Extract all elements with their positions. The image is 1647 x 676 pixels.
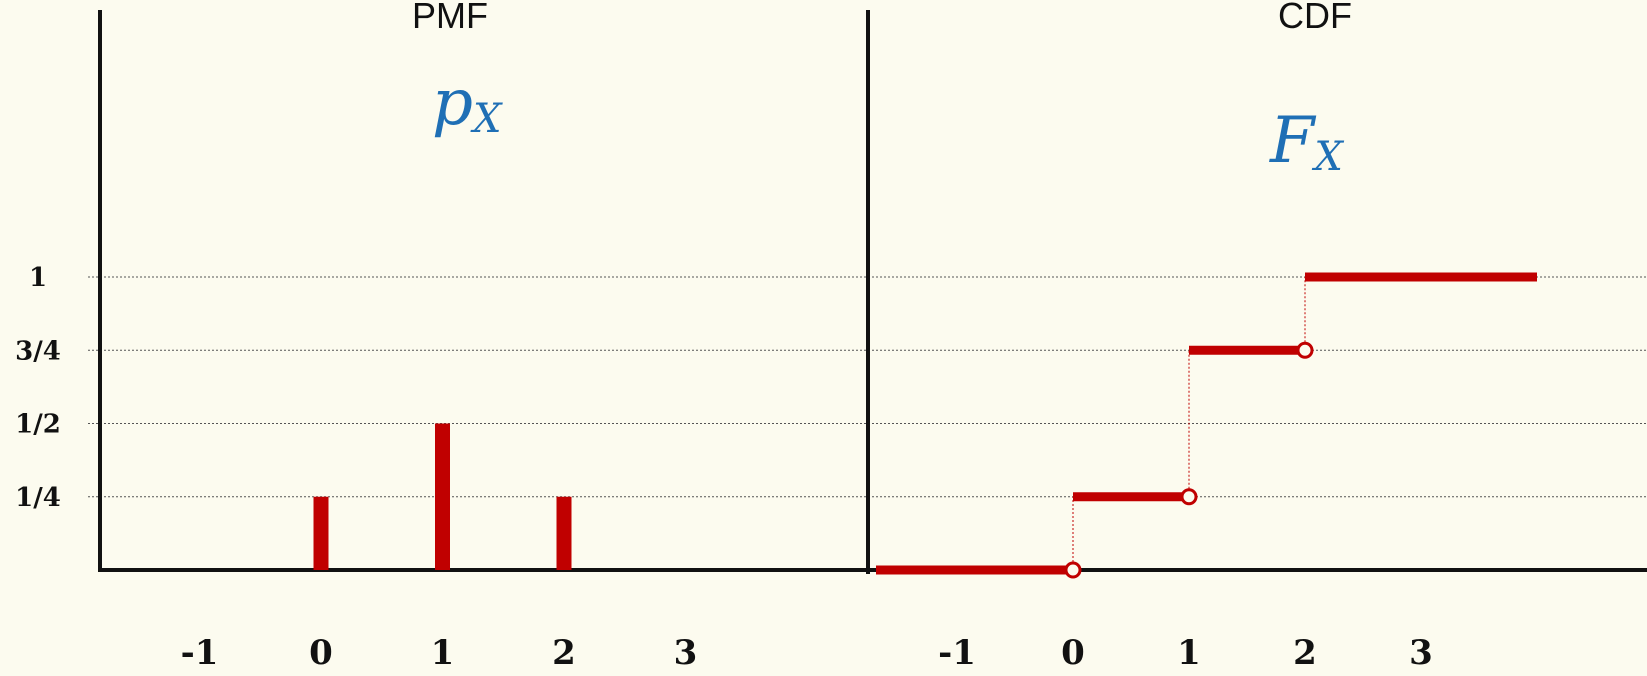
cdf-symbol: FX [1269,104,1344,180]
y-tick-label: 1/2 [15,410,61,440]
x-tick-labels: -1 0 1 2 3 -1 0 1 2 3 [181,633,1433,673]
y-tick-label: 3/4 [15,336,61,366]
pmf-x-tick-label: 0 [309,633,333,673]
y-tick-labels: 1/4 1/2 3/4 1 [15,263,61,513]
pmf-bar [435,423,450,570]
cdf-title: CDF [1278,0,1352,36]
cdf-steps [876,272,1537,579]
y-tick-label: 1 [29,263,47,293]
pmf-x-tick-label: 3 [674,633,698,673]
cdf-open-circle [1296,341,1314,359]
pmf-title: PMF [412,0,488,36]
y-tick-label: 1/4 [15,483,61,513]
pmf-x-tick-label: -1 [181,633,219,673]
pmf-x-tick-label: 1 [431,633,455,673]
pmf-x-tick-label: 2 [552,633,576,673]
cdf-x-tick-label: 2 [1293,633,1317,673]
cdf-x-tick-label: -1 [938,633,976,673]
pmf-symbol: pX [432,66,503,142]
axes [98,10,1647,574]
cdf-x-tick-label: 0 [1061,633,1085,673]
cdf-open-circle [1180,488,1198,506]
cdf-x-tick-label: 3 [1409,633,1433,673]
cdf-open-circle [1064,561,1082,579]
pmf-bar [556,496,572,570]
cdf-x-tick-label: 1 [1177,633,1201,673]
pmf-bar [313,496,329,570]
pmf-bars [313,423,572,570]
